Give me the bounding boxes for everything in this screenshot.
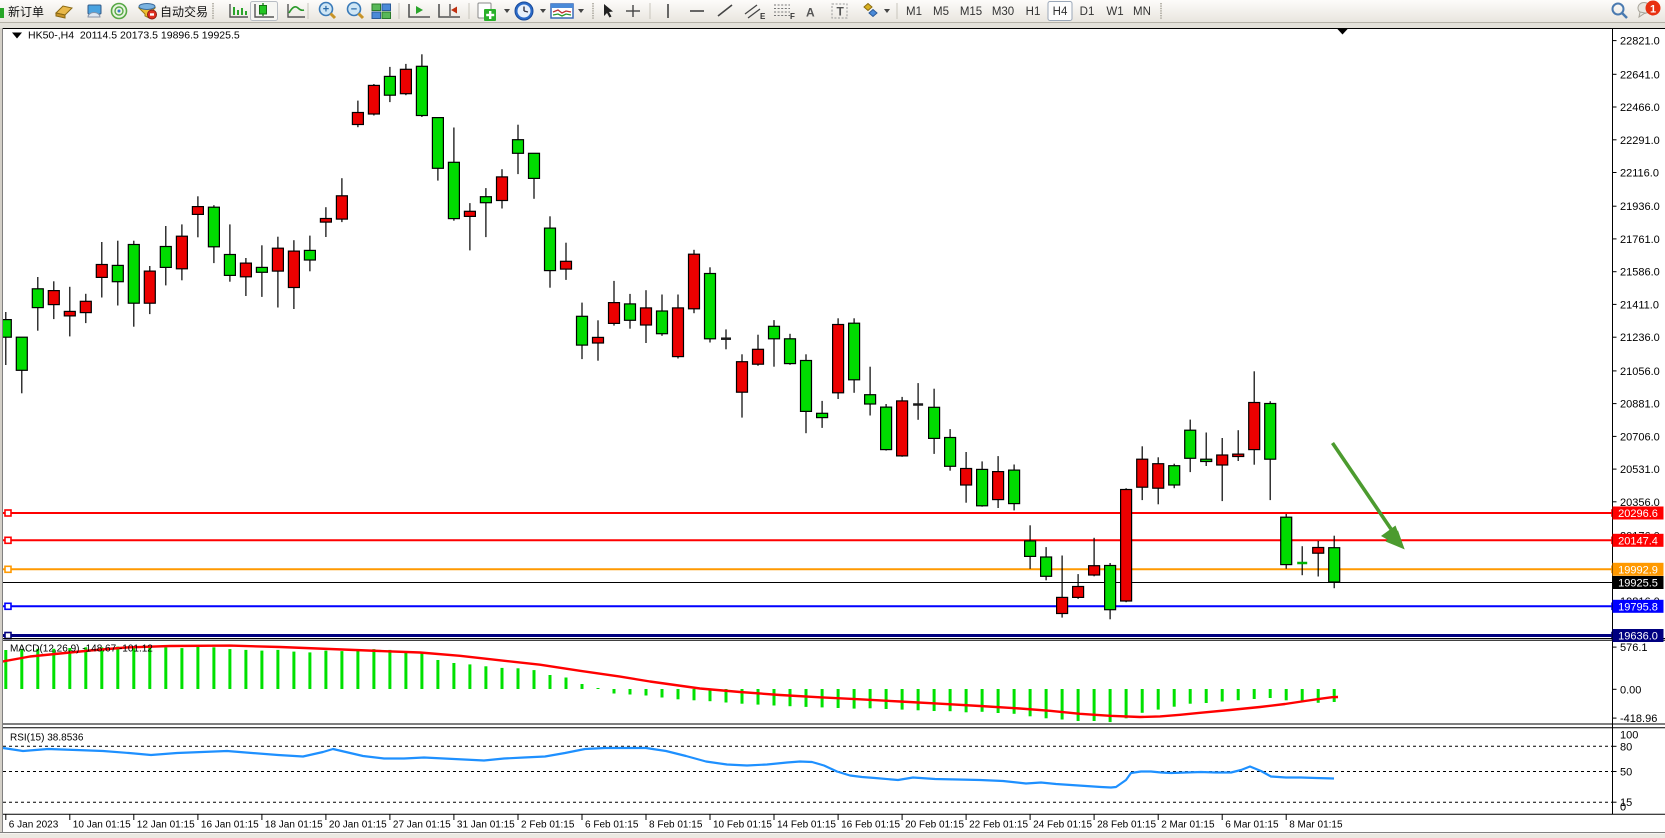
svg-text:100: 100 bbox=[1620, 729, 1638, 741]
svg-text:20356.0: 20356.0 bbox=[1620, 497, 1660, 509]
svg-text:HK50-,H4 20114.5 20173.5 1989: HK50-,H4 20114.5 20173.5 19896.5 19925.5 bbox=[28, 30, 240, 42]
svg-text:21761.0: 21761.0 bbox=[1620, 234, 1660, 246]
svg-text:21936.0: 21936.0 bbox=[1620, 201, 1660, 213]
svg-text:MN: MN bbox=[1133, 6, 1151, 18]
svg-text:19636.0: 19636.0 bbox=[1618, 631, 1658, 643]
svg-text:-418.96: -418.96 bbox=[1620, 713, 1657, 725]
svg-text:20296.6: 20296.6 bbox=[1618, 508, 1658, 520]
svg-text:20531.0: 20531.0 bbox=[1620, 464, 1660, 476]
svg-text:M15: M15 bbox=[960, 6, 982, 18]
svg-text:10 Feb 01:15: 10 Feb 01:15 bbox=[713, 820, 772, 831]
svg-text:20706.0: 20706.0 bbox=[1620, 431, 1660, 443]
svg-text:0: 0 bbox=[1620, 802, 1626, 814]
svg-text:20147.4: 20147.4 bbox=[1618, 535, 1658, 547]
svg-text:19795.8: 19795.8 bbox=[1618, 601, 1658, 613]
svg-text:MACD(12,26,9) -148.67 -101.12: MACD(12,26,9) -148.67 -101.12 bbox=[10, 644, 153, 655]
svg-text:0.00: 0.00 bbox=[1620, 684, 1641, 696]
svg-text:W1: W1 bbox=[1106, 6, 1123, 18]
svg-text:8 Feb 01:15: 8 Feb 01:15 bbox=[649, 820, 703, 831]
svg-text:10 Jan 01:15: 10 Jan 01:15 bbox=[73, 820, 131, 831]
svg-text:M30: M30 bbox=[992, 6, 1014, 18]
svg-text:21056.0: 21056.0 bbox=[1620, 366, 1660, 378]
svg-text:20 Jan 01:15: 20 Jan 01:15 bbox=[329, 820, 387, 831]
svg-text:12 Jan 01:15: 12 Jan 01:15 bbox=[137, 820, 195, 831]
svg-text:8 Mar 01:15: 8 Mar 01:15 bbox=[1289, 820, 1343, 831]
svg-text:24 Feb 01:15: 24 Feb 01:15 bbox=[1033, 820, 1092, 831]
svg-text:22291.0: 22291.0 bbox=[1620, 135, 1660, 147]
svg-text:自动交易: 自动交易 bbox=[160, 4, 208, 19]
svg-text:2 Mar 01:15: 2 Mar 01:15 bbox=[1161, 820, 1215, 831]
svg-text:19992.9: 19992.9 bbox=[1618, 564, 1658, 576]
svg-text:576.1: 576.1 bbox=[1620, 642, 1648, 654]
svg-text:50: 50 bbox=[1620, 767, 1632, 779]
svg-text:21586.0: 21586.0 bbox=[1620, 267, 1660, 279]
svg-text:2 Feb 01:15: 2 Feb 01:15 bbox=[521, 820, 575, 831]
svg-text:22116.0: 22116.0 bbox=[1620, 168, 1659, 180]
svg-text:D1: D1 bbox=[1080, 6, 1095, 18]
svg-text:21411.0: 21411.0 bbox=[1620, 299, 1659, 311]
svg-text:22466.0: 22466.0 bbox=[1620, 102, 1660, 114]
svg-text:A: A bbox=[806, 6, 815, 20]
svg-text:14 Feb 01:15: 14 Feb 01:15 bbox=[777, 820, 836, 831]
svg-text:19925.5: 19925.5 bbox=[1618, 578, 1658, 590]
svg-text:16 Feb 01:15: 16 Feb 01:15 bbox=[841, 820, 900, 831]
svg-text:18 Jan 01:15: 18 Jan 01:15 bbox=[265, 820, 323, 831]
svg-text:E: E bbox=[760, 12, 766, 21]
svg-text:22 Feb 01:15: 22 Feb 01:15 bbox=[969, 820, 1028, 831]
svg-text:新订单: 新订单 bbox=[8, 4, 44, 19]
svg-text:21236.0: 21236.0 bbox=[1620, 332, 1660, 344]
svg-text:6 Feb 01:15: 6 Feb 01:15 bbox=[585, 820, 639, 831]
svg-text:31 Jan 01:15: 31 Jan 01:15 bbox=[457, 820, 515, 831]
svg-text:M5: M5 bbox=[933, 6, 949, 18]
svg-text:6 Jan 2023: 6 Jan 2023 bbox=[9, 820, 59, 831]
svg-text:20 Feb 01:15: 20 Feb 01:15 bbox=[905, 820, 964, 831]
svg-text:RSI(15) 38.8536: RSI(15) 38.8536 bbox=[10, 733, 84, 744]
svg-text:6 Mar 01:15: 6 Mar 01:15 bbox=[1225, 820, 1279, 831]
svg-text:28 Feb 01:15: 28 Feb 01:15 bbox=[1097, 820, 1156, 831]
svg-text:H1: H1 bbox=[1026, 6, 1041, 18]
svg-text:22821.0: 22821.0 bbox=[1620, 36, 1660, 48]
svg-text:22641.0: 22641.0 bbox=[1620, 69, 1660, 81]
svg-text:H4: H4 bbox=[1053, 6, 1068, 18]
svg-text:20881.0: 20881.0 bbox=[1620, 399, 1660, 411]
svg-text:F: F bbox=[790, 12, 795, 21]
svg-text:T: T bbox=[837, 5, 845, 19]
svg-text:15: 15 bbox=[1620, 797, 1632, 809]
svg-text:M1: M1 bbox=[906, 6, 922, 18]
svg-text:16 Jan 01:15: 16 Jan 01:15 bbox=[201, 820, 259, 831]
svg-text:−: − bbox=[351, 4, 357, 16]
svg-text:+: + bbox=[323, 4, 329, 16]
svg-text:80: 80 bbox=[1620, 741, 1632, 753]
svg-text:1: 1 bbox=[1650, 4, 1656, 16]
svg-text:27 Jan 01:15: 27 Jan 01:15 bbox=[393, 820, 451, 831]
